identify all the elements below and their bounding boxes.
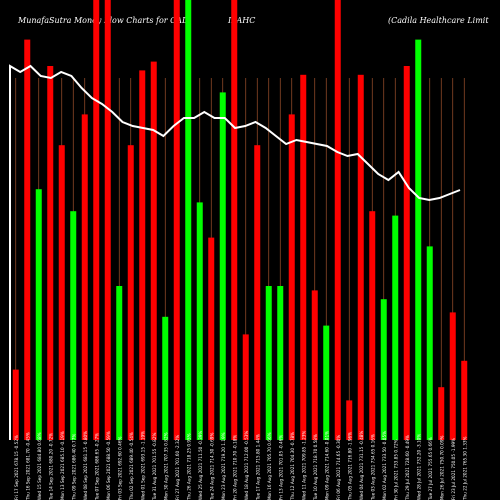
x-tick-label: Tue 03 Aug 2021 734.65 0.16% bbox=[370, 434, 375, 500]
chart-title-right: (Cadila Healthcare Limit bbox=[388, 16, 489, 25]
bar bbox=[81, 114, 88, 441]
x-tick-label: Thu 26 Aug 2021 718.25 0.95% bbox=[186, 433, 191, 500]
bar bbox=[24, 39, 31, 440]
x-tick-label: Fri 17 Sep 2021 678.15 -0.52% bbox=[14, 435, 19, 500]
x-tick-label: Mon 06 Sep 2021 688.50 -0.59% bbox=[106, 431, 111, 500]
bar bbox=[277, 286, 284, 440]
x-tick-labels: Fri 17 Sep 2021 678.15 -0.52% Thu 16 Sep … bbox=[14, 431, 468, 500]
x-tick-label: Thu 12 Aug 2021 704.30 -0.78% bbox=[290, 432, 295, 500]
x-tick-label: Tue 27 Jul 2021 755.65 0.66% bbox=[428, 437, 433, 500]
x-tick-label: Wed 18 Aug 2021 712.00 -0.53% bbox=[244, 431, 249, 500]
x-tick-label: Tue 24 Aug 2021 714.30 -0.69% bbox=[209, 433, 214, 500]
bar bbox=[380, 299, 387, 440]
bar bbox=[162, 316, 169, 440]
bar bbox=[449, 312, 456, 440]
x-tick-label: Mon 30 Aug 2021 707.35 0.82% bbox=[163, 432, 168, 500]
x-tick-label: Wed 01 Sep 2021 693.15 -1.19% bbox=[140, 431, 145, 500]
x-tick-label: Wed 04 Aug 2021 731.15 -0.48% bbox=[359, 431, 364, 500]
chart-title-left: MunafaSutra Money Flow Charts for CAD bbox=[18, 16, 189, 25]
x-tick-label: Tue 17 Aug 2021 715.80 1.44% bbox=[255, 434, 260, 500]
bar bbox=[35, 189, 42, 440]
bars bbox=[12, 0, 468, 441]
price-line bbox=[9, 64, 461, 440]
bar bbox=[185, 0, 192, 440]
bar bbox=[93, 0, 100, 440]
x-tick-label: Mon 16 Aug 2021 705.70 0.66% bbox=[267, 432, 272, 500]
bar bbox=[403, 66, 410, 440]
x-tick-label: Mon 09 Aug 2021 714.60 -0.01% bbox=[324, 431, 329, 500]
bar bbox=[461, 360, 468, 440]
x-tick-label: Wed 25 Aug 2021 711.50 -0.39% bbox=[198, 431, 203, 500]
bar bbox=[242, 334, 249, 440]
bar bbox=[116, 286, 123, 440]
x-tick-label: Fri 13 Aug 2021 701.05 -0.46% bbox=[278, 435, 283, 500]
bar bbox=[438, 387, 445, 440]
x-tick-label: Fri 20 Aug 2021 710.70 -0.18% bbox=[232, 435, 237, 500]
bar bbox=[127, 145, 134, 440]
bar bbox=[173, 0, 180, 440]
x-tick-label: Wed 15 Sep 2021 684.80 0.68% bbox=[37, 432, 42, 500]
x-tick-label: Mon 26 Jul 2021 750.70 0.09% bbox=[439, 436, 444, 500]
bar bbox=[70, 211, 77, 440]
x-tick-label: Mon 23 Aug 2021 719.20 1.19% bbox=[221, 432, 226, 500]
bar bbox=[369, 211, 376, 440]
bar bbox=[208, 237, 215, 440]
x-tick-label: Fri 23 Jul 2021 750.05 -1.99% bbox=[451, 438, 456, 500]
bar bbox=[300, 74, 307, 441]
bar bbox=[311, 290, 318, 440]
bar bbox=[426, 246, 433, 440]
x-tick-label: Thu 22 Jul 2021 765.30 1.33% bbox=[462, 436, 467, 500]
x-tick-label: Thu 05 Aug 2021 716.80 -1.96% bbox=[347, 432, 352, 500]
x-tick-label: Thu 02 Sep 2021 689.40 -0.54% bbox=[129, 432, 134, 500]
bar bbox=[346, 400, 353, 440]
x-tick-label: Thu 09 Sep 2021 686.40 0.77% bbox=[71, 434, 76, 500]
x-tick-label: Fri 06 Aug 2021 714.65 -0.30% bbox=[336, 435, 341, 500]
bar bbox=[139, 70, 146, 441]
bar bbox=[47, 66, 54, 440]
bar bbox=[288, 114, 295, 441]
x-tick-label: Wed 11 Aug 2021 709.85 -1.23% bbox=[301, 431, 306, 500]
x-tick-label: Tue 07 Sep 2021 686.65 -0.27% bbox=[94, 433, 99, 500]
bar bbox=[357, 74, 364, 441]
bar bbox=[12, 369, 19, 440]
x-tick-label: Thu 16 Sep 2021 681.70 -0.45% bbox=[25, 432, 30, 500]
x-tick-label: Tue 10 Aug 2021 718.70 0.58% bbox=[313, 434, 318, 500]
x-tick-label: Thu 29 Jul 2021 728.60 -0.49% bbox=[405, 435, 410, 500]
x-tick-label: Fri 30 Jul 2021 733.85 0.72% bbox=[393, 439, 398, 500]
bar bbox=[415, 39, 422, 440]
x-tick-label: Tue 31 Aug 2021 701.55 -0.82% bbox=[152, 433, 157, 500]
bar bbox=[334, 0, 341, 440]
bar bbox=[254, 145, 261, 440]
x-tick-label: Wed 28 Jul 2021 732.20 -3.10% bbox=[416, 434, 421, 500]
x-tick-label: Wed 08 Sep 2021 681.15 -0.80% bbox=[83, 431, 88, 500]
bar bbox=[265, 286, 272, 440]
bar bbox=[196, 202, 203, 440]
x-tick-label: Fri 27 Aug 2021 701.60 -2.32% bbox=[175, 435, 180, 500]
x-tick-label: Mon 02 Aug 2021 733.50 -0.05% bbox=[382, 431, 387, 500]
x-tick-label: Fri 03 Sep 2021 692.60 0.46% bbox=[117, 437, 122, 500]
bar bbox=[392, 215, 399, 440]
bar bbox=[219, 92, 226, 441]
bar bbox=[150, 61, 157, 440]
bar bbox=[58, 145, 65, 440]
chart-title-center: ILAHC bbox=[228, 16, 256, 25]
x-tick-label: Tue 14 Sep 2021 680.20 -0.72% bbox=[48, 433, 53, 500]
bar bbox=[231, 0, 238, 440]
bar bbox=[104, 0, 111, 440]
x-tick-label: Mon 13 Sep 2021 685.10 -0.19% bbox=[60, 431, 65, 500]
bar bbox=[323, 325, 330, 440]
